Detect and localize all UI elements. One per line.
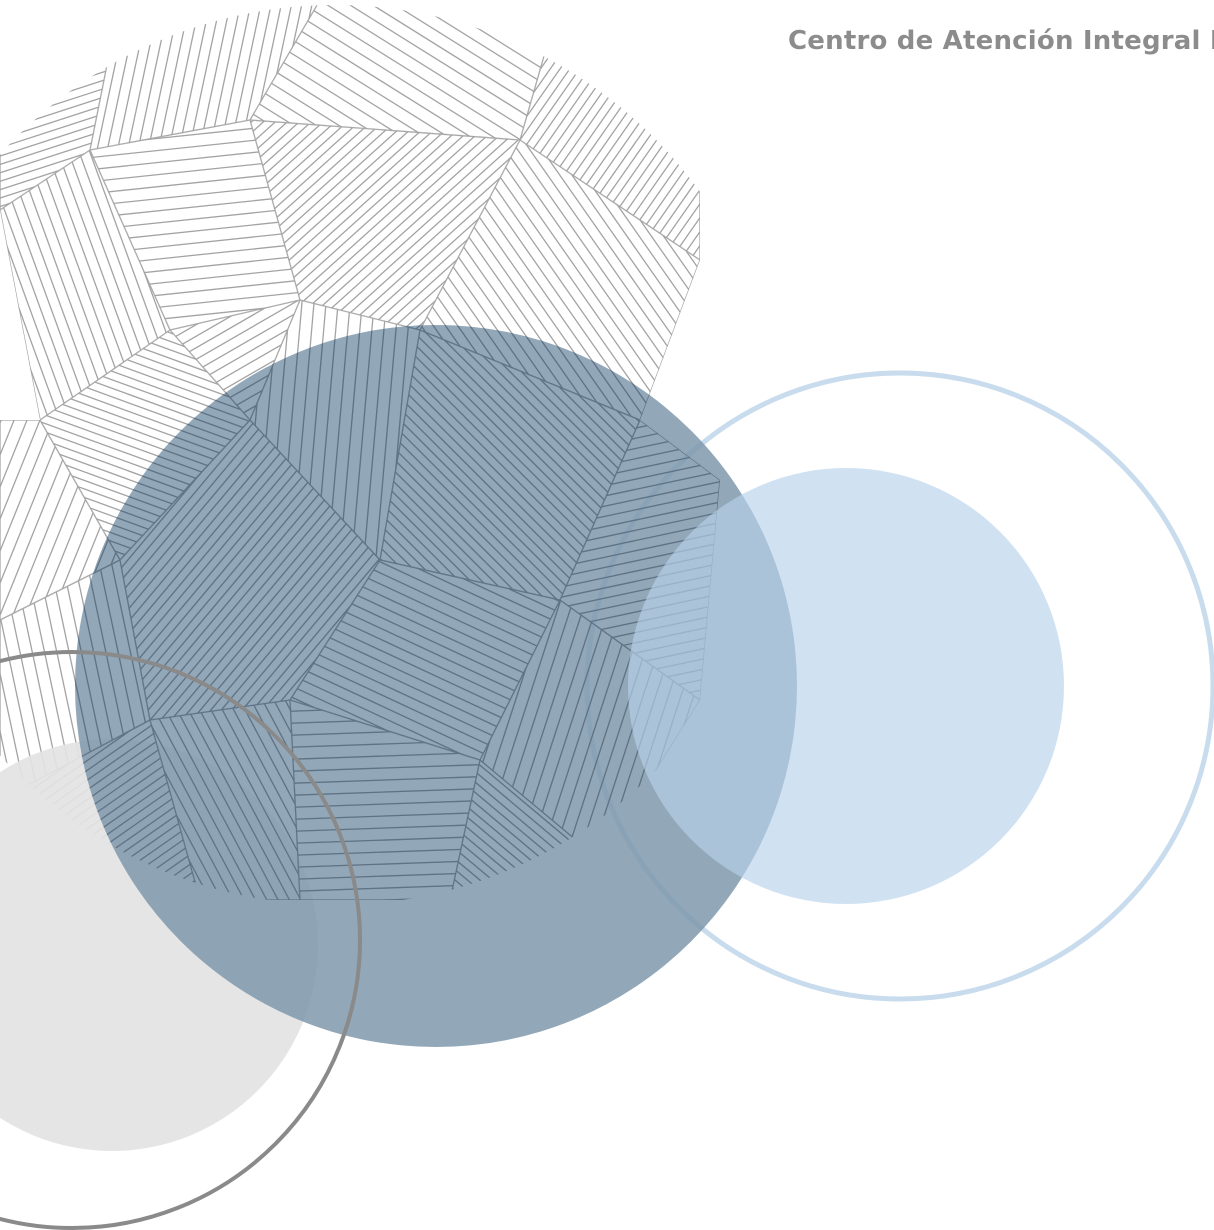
organization-title: Centro de Atención Integral M — [788, 26, 1214, 56]
steel-blue-circle — [75, 325, 797, 1047]
light-blue-circle — [628, 468, 1064, 904]
gray-ring — [0, 650, 362, 1230]
